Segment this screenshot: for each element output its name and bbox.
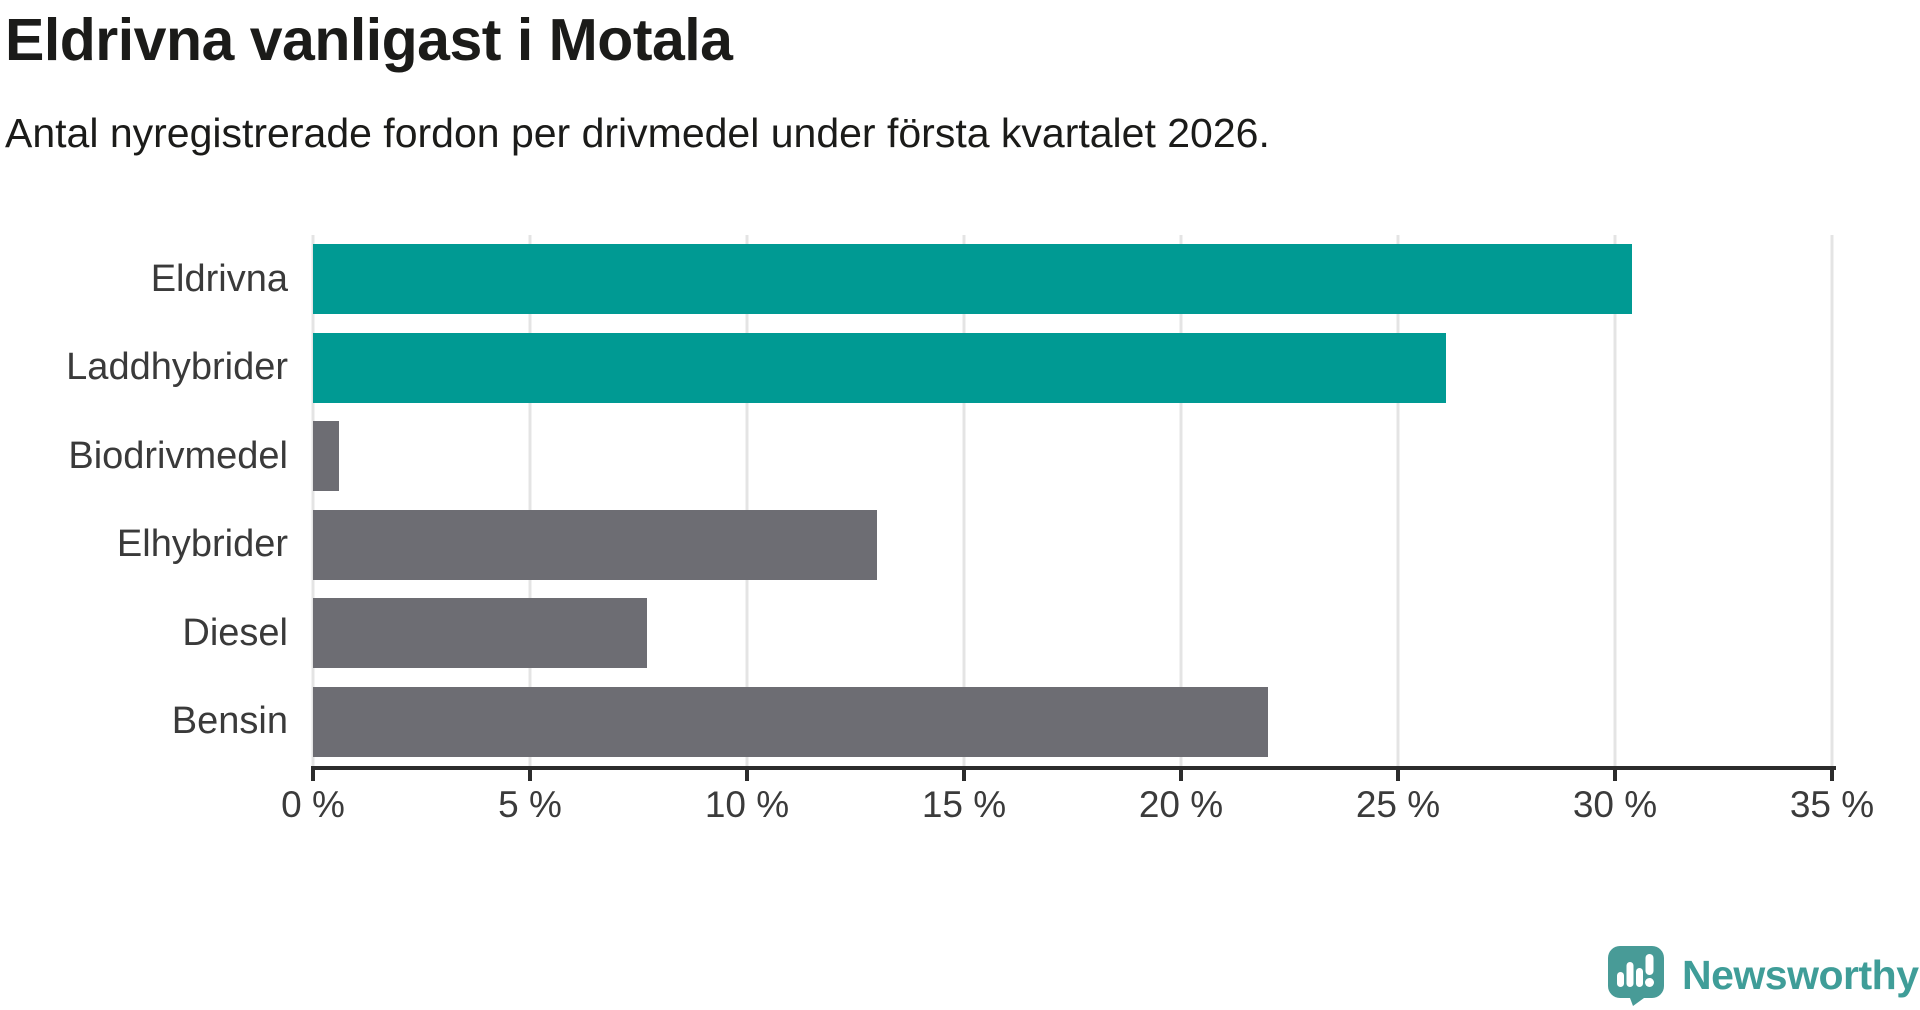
plot-area <box>311 235 1834 767</box>
x-tick-10 <box>745 766 749 781</box>
x-tick-35 <box>1830 766 1834 781</box>
bar-row-bensin <box>313 678 1832 767</box>
x-tick-30 <box>1613 766 1617 781</box>
x-tick-label-25: 25 % <box>1355 784 1441 825</box>
bar-row-eldrivna <box>313 235 1832 324</box>
chart-subtitle: Antal nyregistrerade fordon per drivmede… <box>5 110 1270 156</box>
category-label-diesel: Diesel <box>182 611 288 654</box>
x-tick-label-15: 15 % <box>921 784 1007 825</box>
x-tick-label-20: 20 % <box>1138 784 1224 825</box>
x-tick-label-10: 10 % <box>704 784 790 825</box>
newsworthy-logo-icon <box>1608 946 1664 1006</box>
gridline-35 <box>1830 235 1834 766</box>
gridline-30 <box>1613 235 1617 766</box>
bar-row-laddhybrider <box>313 324 1832 413</box>
category-label-eldrivna: Eldrivna <box>150 257 288 300</box>
bar-biodrivmedel <box>313 421 340 492</box>
gridline-25 <box>1396 235 1400 766</box>
category-axis: Eldrivna Laddhybrider Biodrivmedel Elhybrid… <box>0 235 288 766</box>
x-axis-line <box>311 766 1836 770</box>
category-label-elhybrider: Elhybrider <box>116 523 288 566</box>
bar-laddhybrider <box>313 332 1446 403</box>
category-label-biodrivmedel: Biodrivmedel <box>68 434 288 477</box>
gridline-10 <box>745 235 749 766</box>
newsworthy-logo: Newsworthy <box>1606 944 1919 1006</box>
x-tick-0 <box>311 766 315 781</box>
category-label-laddhybrider: Laddhybrider <box>66 346 288 389</box>
chart-title: Eldrivna vanligast i Motala <box>5 7 733 73</box>
gridline-15 <box>962 235 966 766</box>
bar-elhybrider <box>313 509 878 580</box>
bar-bensin <box>313 686 1268 757</box>
x-tick-5 <box>528 766 532 781</box>
bar-row-diesel <box>313 589 1832 678</box>
x-tick-label-0: 0 % <box>281 784 345 825</box>
x-tick-25 <box>1396 766 1400 781</box>
bar-row-biodrivmedel <box>313 412 1832 501</box>
x-tick-15 <box>962 766 966 781</box>
gridline-0 <box>311 235 315 766</box>
x-tick-label-35: 35 % <box>1789 784 1875 825</box>
x-tick-label-30: 30 % <box>1572 784 1658 825</box>
bar-diesel <box>313 598 648 669</box>
newsworthy-logo-text: Newsworthy <box>1682 951 1919 998</box>
category-label-bensin: Bensin <box>171 700 288 743</box>
x-tick-label-5: 5 % <box>498 784 562 825</box>
bar-eldrivna <box>313 244 1633 315</box>
gridline-5 <box>528 235 532 766</box>
bar-row-elhybrider <box>313 501 1832 590</box>
x-tick-20 <box>1179 766 1183 781</box>
gridline-20 <box>1179 235 1183 766</box>
